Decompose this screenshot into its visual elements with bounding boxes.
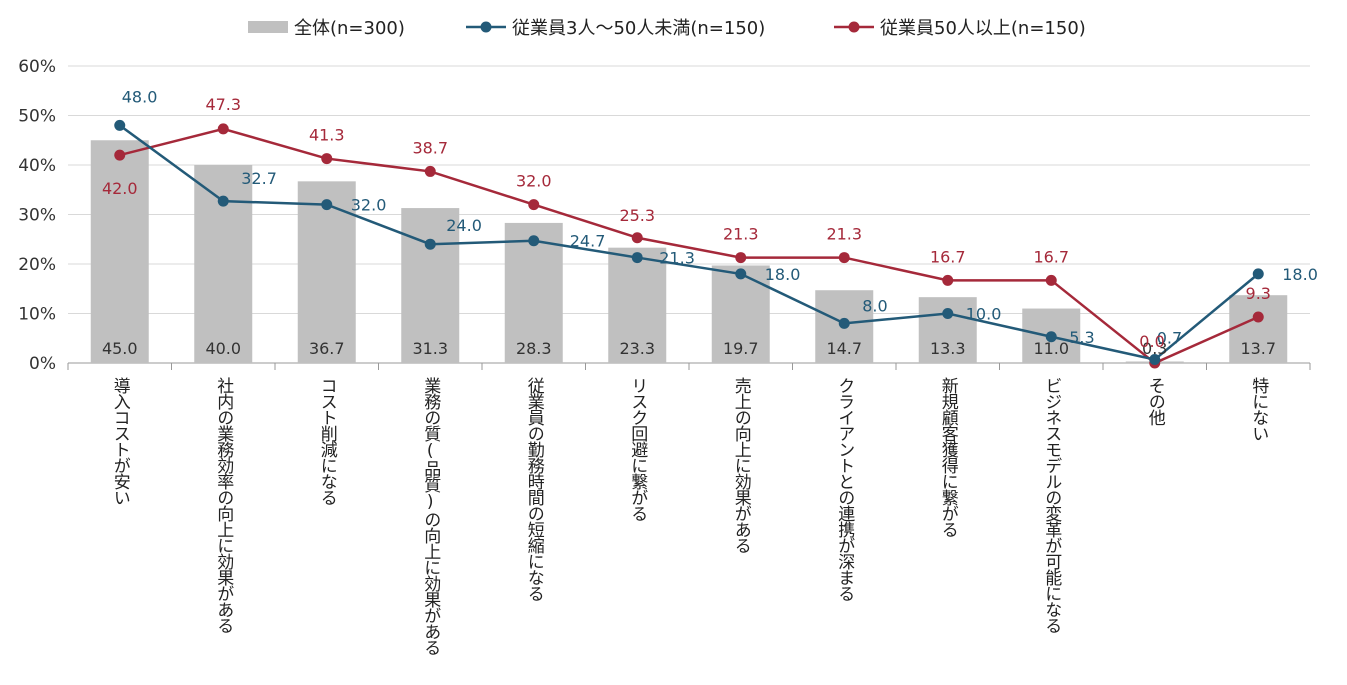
legend-marker-large <box>848 21 860 33</box>
series-marker <box>424 238 436 250</box>
bar-value-label: 19.7 <box>723 339 759 358</box>
bar-value-label: 40.0 <box>205 339 241 358</box>
line-value-label: 21.3 <box>826 225 862 244</box>
series-marker <box>838 252 850 264</box>
grid: 0% 10% 20% 30% 40% 50% 60% <box>18 57 1311 374</box>
category-label: その他 <box>1145 377 1166 426</box>
category-label: 業務の質(品質)の向上に効果がある <box>420 377 441 655</box>
series-marker <box>114 119 126 131</box>
series-marker <box>735 268 747 280</box>
bar-value-label: 23.3 <box>619 339 655 358</box>
legend-swatch-overall <box>248 21 288 33</box>
line-value-label: 47.3 <box>205 95 241 114</box>
series-marker <box>424 165 436 177</box>
series-marker <box>528 199 540 211</box>
series-marker <box>942 274 954 286</box>
legend-label-overall: 全体(n=300) <box>294 18 405 39</box>
category-label: 特にない <box>1248 377 1269 441</box>
bar <box>90 140 149 363</box>
y-tick-label: 20% <box>18 255 56 275</box>
line-value-label: 18.0 <box>1282 265 1318 284</box>
line-value-label: 21.3 <box>723 225 759 244</box>
line-value-label: 16.7 <box>1033 247 1069 266</box>
line-value-label: 0.0 <box>1139 332 1164 351</box>
y-tick-label: 10% <box>18 305 56 325</box>
y-tick-label: 30% <box>18 206 56 226</box>
bar <box>194 165 253 363</box>
line-value-label: 32.0 <box>516 172 552 191</box>
series-marker <box>1045 331 1057 343</box>
category-labels: 導入コストが安い 社内の業務効率の向上に効果がある コスト削減になる 業務の質(品質)… <box>110 377 1269 655</box>
legend-label-small: 従業員3人～50人未満(n=150) <box>512 18 765 39</box>
bar <box>1229 295 1288 363</box>
line-value-label: 0.7 <box>1157 329 1182 348</box>
series-marker <box>1252 311 1264 323</box>
series-marker <box>838 317 850 329</box>
category-label: 売上の向上に効果がある <box>731 377 752 553</box>
line-value-label: 18.0 <box>765 265 801 284</box>
legend-marker-small <box>480 21 492 33</box>
category-label: クライアントとの連携が深まる <box>834 377 855 601</box>
category-label: 新規顧客獲得に繋がる <box>938 377 959 537</box>
bar-value-label: 0.3 <box>1142 339 1167 358</box>
line-value-label: 38.7 <box>412 138 448 157</box>
y-tick-label: 60% <box>18 57 56 77</box>
series-marker <box>217 123 229 135</box>
y-tick-label: 50% <box>18 107 56 127</box>
bar-value-label: 31.3 <box>412 339 448 358</box>
line-value-label: 8.0 <box>862 296 887 315</box>
series-marker <box>321 199 333 211</box>
category-label: 社内の業務効率の向上に効果がある <box>213 377 234 633</box>
line-value-label: 48.0 <box>122 87 158 106</box>
line-value-label: 41.3 <box>309 126 345 145</box>
series-marker <box>631 232 643 244</box>
line-value-label: 16.7 <box>930 247 966 266</box>
bar-value-label: 45.0 <box>102 339 138 358</box>
series-marker <box>942 308 954 319</box>
series-marker <box>321 153 333 165</box>
series-marker <box>735 252 747 264</box>
line-value-label: 21.3 <box>659 249 695 268</box>
legend: 全体(n=300) 従業員3人～50人未満(n=150) 従業員50人以上(n=… <box>248 18 1086 39</box>
line-value-label: 24.7 <box>570 232 606 251</box>
category-label: コスト削減になる <box>317 377 338 505</box>
line-value-label: 42.0 <box>102 179 138 198</box>
y-tick-label: 40% <box>18 156 56 176</box>
y-tick-label: 0% <box>29 354 56 374</box>
bar-value-label: 14.7 <box>826 339 862 358</box>
line-value-label: 9.3 <box>1246 284 1271 303</box>
series-marker <box>631 252 643 264</box>
series-marker <box>1252 268 1264 280</box>
series-marker <box>114 149 126 161</box>
series-line <box>119 124 1260 361</box>
bar <box>711 265 770 363</box>
line-value-label: 24.0 <box>446 216 482 235</box>
category-label: 導入コストが安い <box>110 377 131 505</box>
line-value-label: 5.3 <box>1069 328 1094 347</box>
series-marker <box>1149 354 1161 366</box>
bar-value-label: 11.0 <box>1033 339 1069 358</box>
lines <box>114 119 1264 369</box>
series-marker <box>528 235 540 247</box>
bar-value-label: 36.7 <box>309 339 345 358</box>
category-label: ビジネスモデルの変革が可能になる <box>1041 377 1062 633</box>
line-value-label: 32.0 <box>351 196 387 215</box>
bar-value-label: 28.3 <box>516 339 552 358</box>
category-label: 従業員の勤務時間の短縮になる <box>524 377 545 601</box>
bar-value-label: 13.3 <box>930 339 966 358</box>
series-line <box>119 127 1259 365</box>
bar-value-label: 13.7 <box>1240 339 1276 358</box>
legend-label-large: 従業員50人以上(n=150) <box>880 18 1086 39</box>
series-marker <box>1045 274 1057 286</box>
category-label: リスク回避に繋がる <box>627 377 648 521</box>
bar <box>608 247 667 363</box>
line-value-label: 25.3 <box>619 206 655 225</box>
series-marker <box>217 195 229 207</box>
line-value-label: 32.7 <box>241 169 277 188</box>
line-value-label: 10.0 <box>966 305 1002 324</box>
bar <box>504 222 563 363</box>
data-labels: 45.0 40.0 36.7 31.3 28.3 23.3 19.7 14.7 13.3 11.0… <box>102 87 1318 358</box>
bar <box>401 208 460 363</box>
